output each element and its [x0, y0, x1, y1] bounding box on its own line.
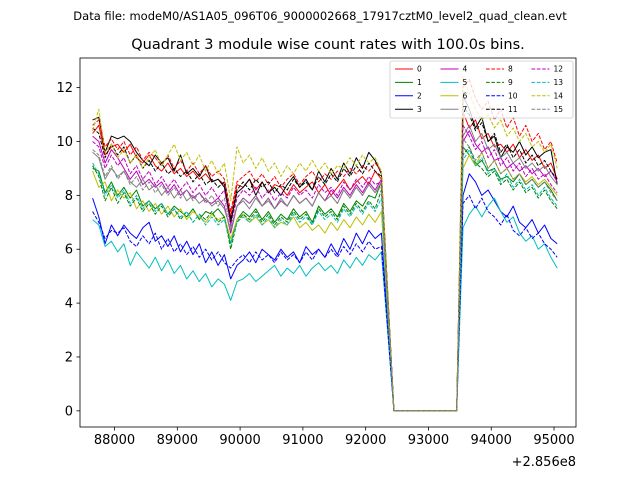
x-tick-label: 91000 [282, 433, 323, 448]
series-line-12 [92, 124, 558, 412]
x-tick-label: 90000 [219, 433, 260, 448]
series-line-8 [92, 79, 558, 412]
legend-label-3: 3 [417, 105, 422, 114]
series-line-10 [92, 194, 558, 412]
plot-area [92, 76, 558, 412]
legend-label-4: 4 [463, 65, 468, 74]
x-axis-offset-text: +2.856e8 [512, 455, 576, 470]
legend-label-11: 11 [508, 105, 518, 114]
y-tick-label: 2 [65, 350, 73, 365]
series-line-6 [92, 151, 558, 412]
y-tick-label: 4 [65, 297, 73, 312]
y-tick-label: 8 [65, 189, 73, 204]
legend-label-8: 8 [508, 65, 513, 74]
legend-box [389, 60, 574, 119]
legend-label-15: 15 [554, 105, 564, 114]
legend-label-1: 1 [417, 78, 422, 87]
legend-label-9: 9 [508, 78, 513, 87]
legend-label-7: 7 [463, 105, 468, 114]
figure-suptitle: Data file: modeM0/AS1A05_096T06_90000026… [73, 9, 567, 23]
y-tick-label: 12 [56, 81, 73, 96]
x-tick-label: 92000 [345, 433, 386, 448]
legend-label-12: 12 [554, 65, 564, 74]
series-line-11 [92, 106, 558, 412]
series-line-7 [92, 124, 558, 412]
x-tick-label: 89000 [157, 433, 198, 448]
y-tick-label: 10 [56, 135, 73, 150]
axes: 88000 89000 90000 91000 92000 93000 94000 95000… [56, 57, 577, 448]
y-tick-label: 0 [65, 404, 73, 419]
x-tick-label: 88000 [94, 433, 135, 448]
legend-label-0: 0 [417, 65, 422, 74]
x-tick-label: 93000 [408, 433, 449, 448]
axes-frame [79, 57, 577, 428]
legend-label-14: 14 [554, 92, 564, 101]
series-line-13 [92, 149, 558, 412]
chart-title: Quadrant 3 module wise count rates with … [131, 37, 525, 53]
series-line-15 [92, 138, 558, 412]
y-tick-label: 6 [65, 243, 73, 258]
legend-label-2: 2 [417, 92, 422, 101]
x-tick-label: 95000 [533, 433, 574, 448]
legend-label-13: 13 [554, 78, 564, 87]
x-tick-label: 94000 [471, 433, 512, 448]
series-line-5 [92, 197, 558, 412]
legend-label-10: 10 [508, 92, 518, 101]
legend-label-6: 6 [463, 92, 468, 101]
legend-label-5: 5 [463, 78, 468, 87]
